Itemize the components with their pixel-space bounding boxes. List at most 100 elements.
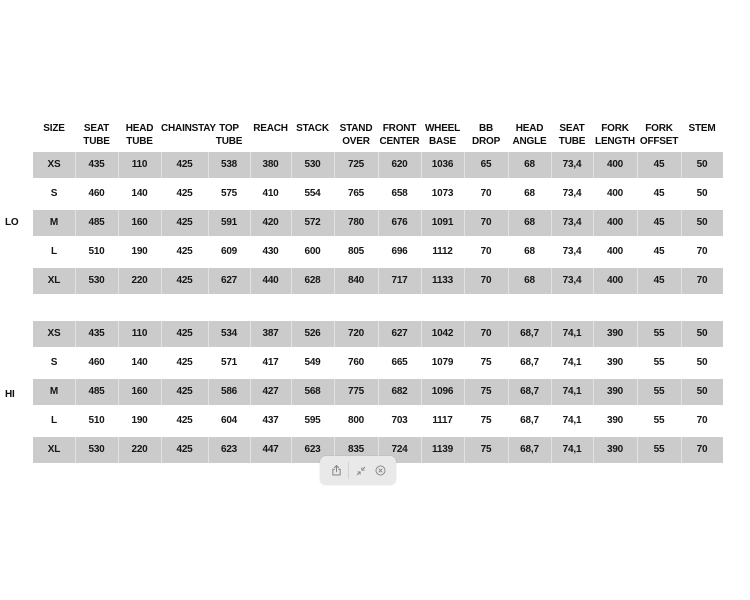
table-cell: 70	[464, 268, 508, 294]
size-cell: XS	[47, 159, 61, 170]
column-header: CHAINSTAY	[161, 123, 216, 134]
size-cell: S	[50, 188, 58, 199]
table-group-lo: XS 435 110 425 538 380 530 725 620 1036 65 68 73,4 40…	[33, 152, 723, 294]
table-cell: 400	[606, 246, 624, 257]
table-cell: 724	[378, 437, 421, 463]
table-cell: 65	[464, 152, 508, 178]
table-cell: 485	[75, 210, 118, 236]
table-cell: 1117	[432, 415, 453, 426]
column-header: HEAD TUBE	[125, 123, 154, 147]
table-cell: 609	[220, 246, 238, 257]
table-cell: 703	[391, 415, 408, 426]
table-cell: 390	[593, 379, 637, 405]
table-cell: 538	[208, 152, 250, 178]
table-cell: 620	[378, 152, 421, 178]
table-cell: 400	[593, 152, 637, 178]
table-cell: 575	[220, 188, 238, 199]
table-cell: 530	[75, 268, 118, 294]
table-cell: 74,1	[551, 379, 593, 405]
table-cell: 45	[653, 188, 665, 199]
table-cell: 160	[118, 210, 161, 236]
table-cell: 568	[291, 379, 334, 405]
table-cell: 75	[480, 415, 492, 426]
table-cell: 410	[262, 188, 279, 199]
column-header: FRONT CENTER	[379, 123, 420, 147]
table-cell: 554	[304, 188, 321, 199]
table-cell: 45	[637, 210, 681, 236]
table-cell: 45	[653, 246, 665, 257]
table-cell: 110	[118, 152, 161, 178]
table-cell: 460	[88, 357, 105, 368]
table-cell: 510	[88, 246, 105, 257]
table-cell: 45	[637, 268, 681, 294]
table-cell: 440	[250, 268, 291, 294]
table-cell: 595	[304, 415, 321, 426]
table-cell: 676	[378, 210, 421, 236]
table-cell: 460	[88, 188, 105, 199]
table-cell: 586	[208, 379, 250, 405]
table-cell: 70	[681, 268, 723, 294]
table-cell: 68	[508, 268, 551, 294]
close-icon[interactable]	[373, 464, 387, 478]
table-cell: 627	[208, 268, 250, 294]
table-cell: 775	[334, 379, 378, 405]
table-cell: 1079	[431, 357, 454, 368]
table-cell: 1139	[421, 437, 464, 463]
table-cell: 530	[291, 152, 334, 178]
table-cell: 68,7	[508, 321, 551, 347]
share-icon[interactable]	[329, 464, 343, 478]
column-header: FORK OFFSET	[639, 123, 679, 147]
table-cell: 55	[637, 321, 681, 347]
size-cell: L	[51, 246, 57, 257]
table-cell: 430	[262, 246, 279, 257]
size-cell: XS	[47, 328, 61, 339]
table-cell: 68,7	[508, 379, 551, 405]
column-header: WHEEL BASE	[424, 123, 461, 147]
column-header: FORK LENGTH	[595, 123, 635, 147]
table-cell: 1042	[421, 321, 464, 347]
table-row: L 510 190 425 604 437 595 800 703 1117 75 68,7 74,1 3…	[33, 408, 723, 434]
column-header: BB DROP	[471, 123, 501, 147]
column-header: SEAT TUBE	[558, 123, 586, 147]
table-cell: 68	[508, 152, 551, 178]
table-cell: 70	[480, 188, 492, 199]
table-cell: 572	[291, 210, 334, 236]
column-header: HEAD ANGLE	[512, 123, 547, 147]
table-row: L 510 190 425 609 430 600 805 696 1112 70 68 73,4 400…	[33, 239, 723, 265]
table-cell: 73,4	[551, 268, 593, 294]
size-cell: XL	[47, 444, 61, 455]
size-cell: S	[50, 357, 58, 368]
table-cell: 835	[334, 437, 378, 463]
table-cell: 420	[250, 210, 291, 236]
table-cell: 73,4	[551, 210, 593, 236]
table-cell: 1036	[421, 152, 464, 178]
table-cell: 682	[378, 379, 421, 405]
table-cell: 510	[88, 415, 105, 426]
table-cell: 840	[334, 268, 378, 294]
shrink-icon[interactable]	[354, 464, 368, 478]
table-cell: 55	[653, 357, 665, 368]
table-cell: 549	[304, 357, 321, 368]
table-cell: 50	[681, 321, 723, 347]
table-cell: 74,1	[551, 321, 593, 347]
table-cell: 425	[176, 188, 193, 199]
column-header: REACH	[253, 123, 288, 134]
table-cell: 425	[161, 210, 208, 236]
table-cell: 604	[220, 415, 238, 426]
table-cell: 220	[118, 437, 161, 463]
table-cell: 447	[250, 437, 291, 463]
table-cell: 70	[464, 210, 508, 236]
table-cell: 425	[161, 379, 208, 405]
table-cell: 190	[131, 415, 148, 426]
table-cell: 400	[606, 188, 624, 199]
table-cell: 75	[480, 357, 492, 368]
column-header: TOP TUBE	[215, 123, 243, 147]
table-cell: 591	[208, 210, 250, 236]
table-cell: 628	[291, 268, 334, 294]
table-cell: 160	[118, 379, 161, 405]
table-cell: 435	[75, 321, 118, 347]
table-cell: 387	[250, 321, 291, 347]
table-cell: 1091	[421, 210, 464, 236]
table-cell: 220	[118, 268, 161, 294]
table-cell: 780	[334, 210, 378, 236]
